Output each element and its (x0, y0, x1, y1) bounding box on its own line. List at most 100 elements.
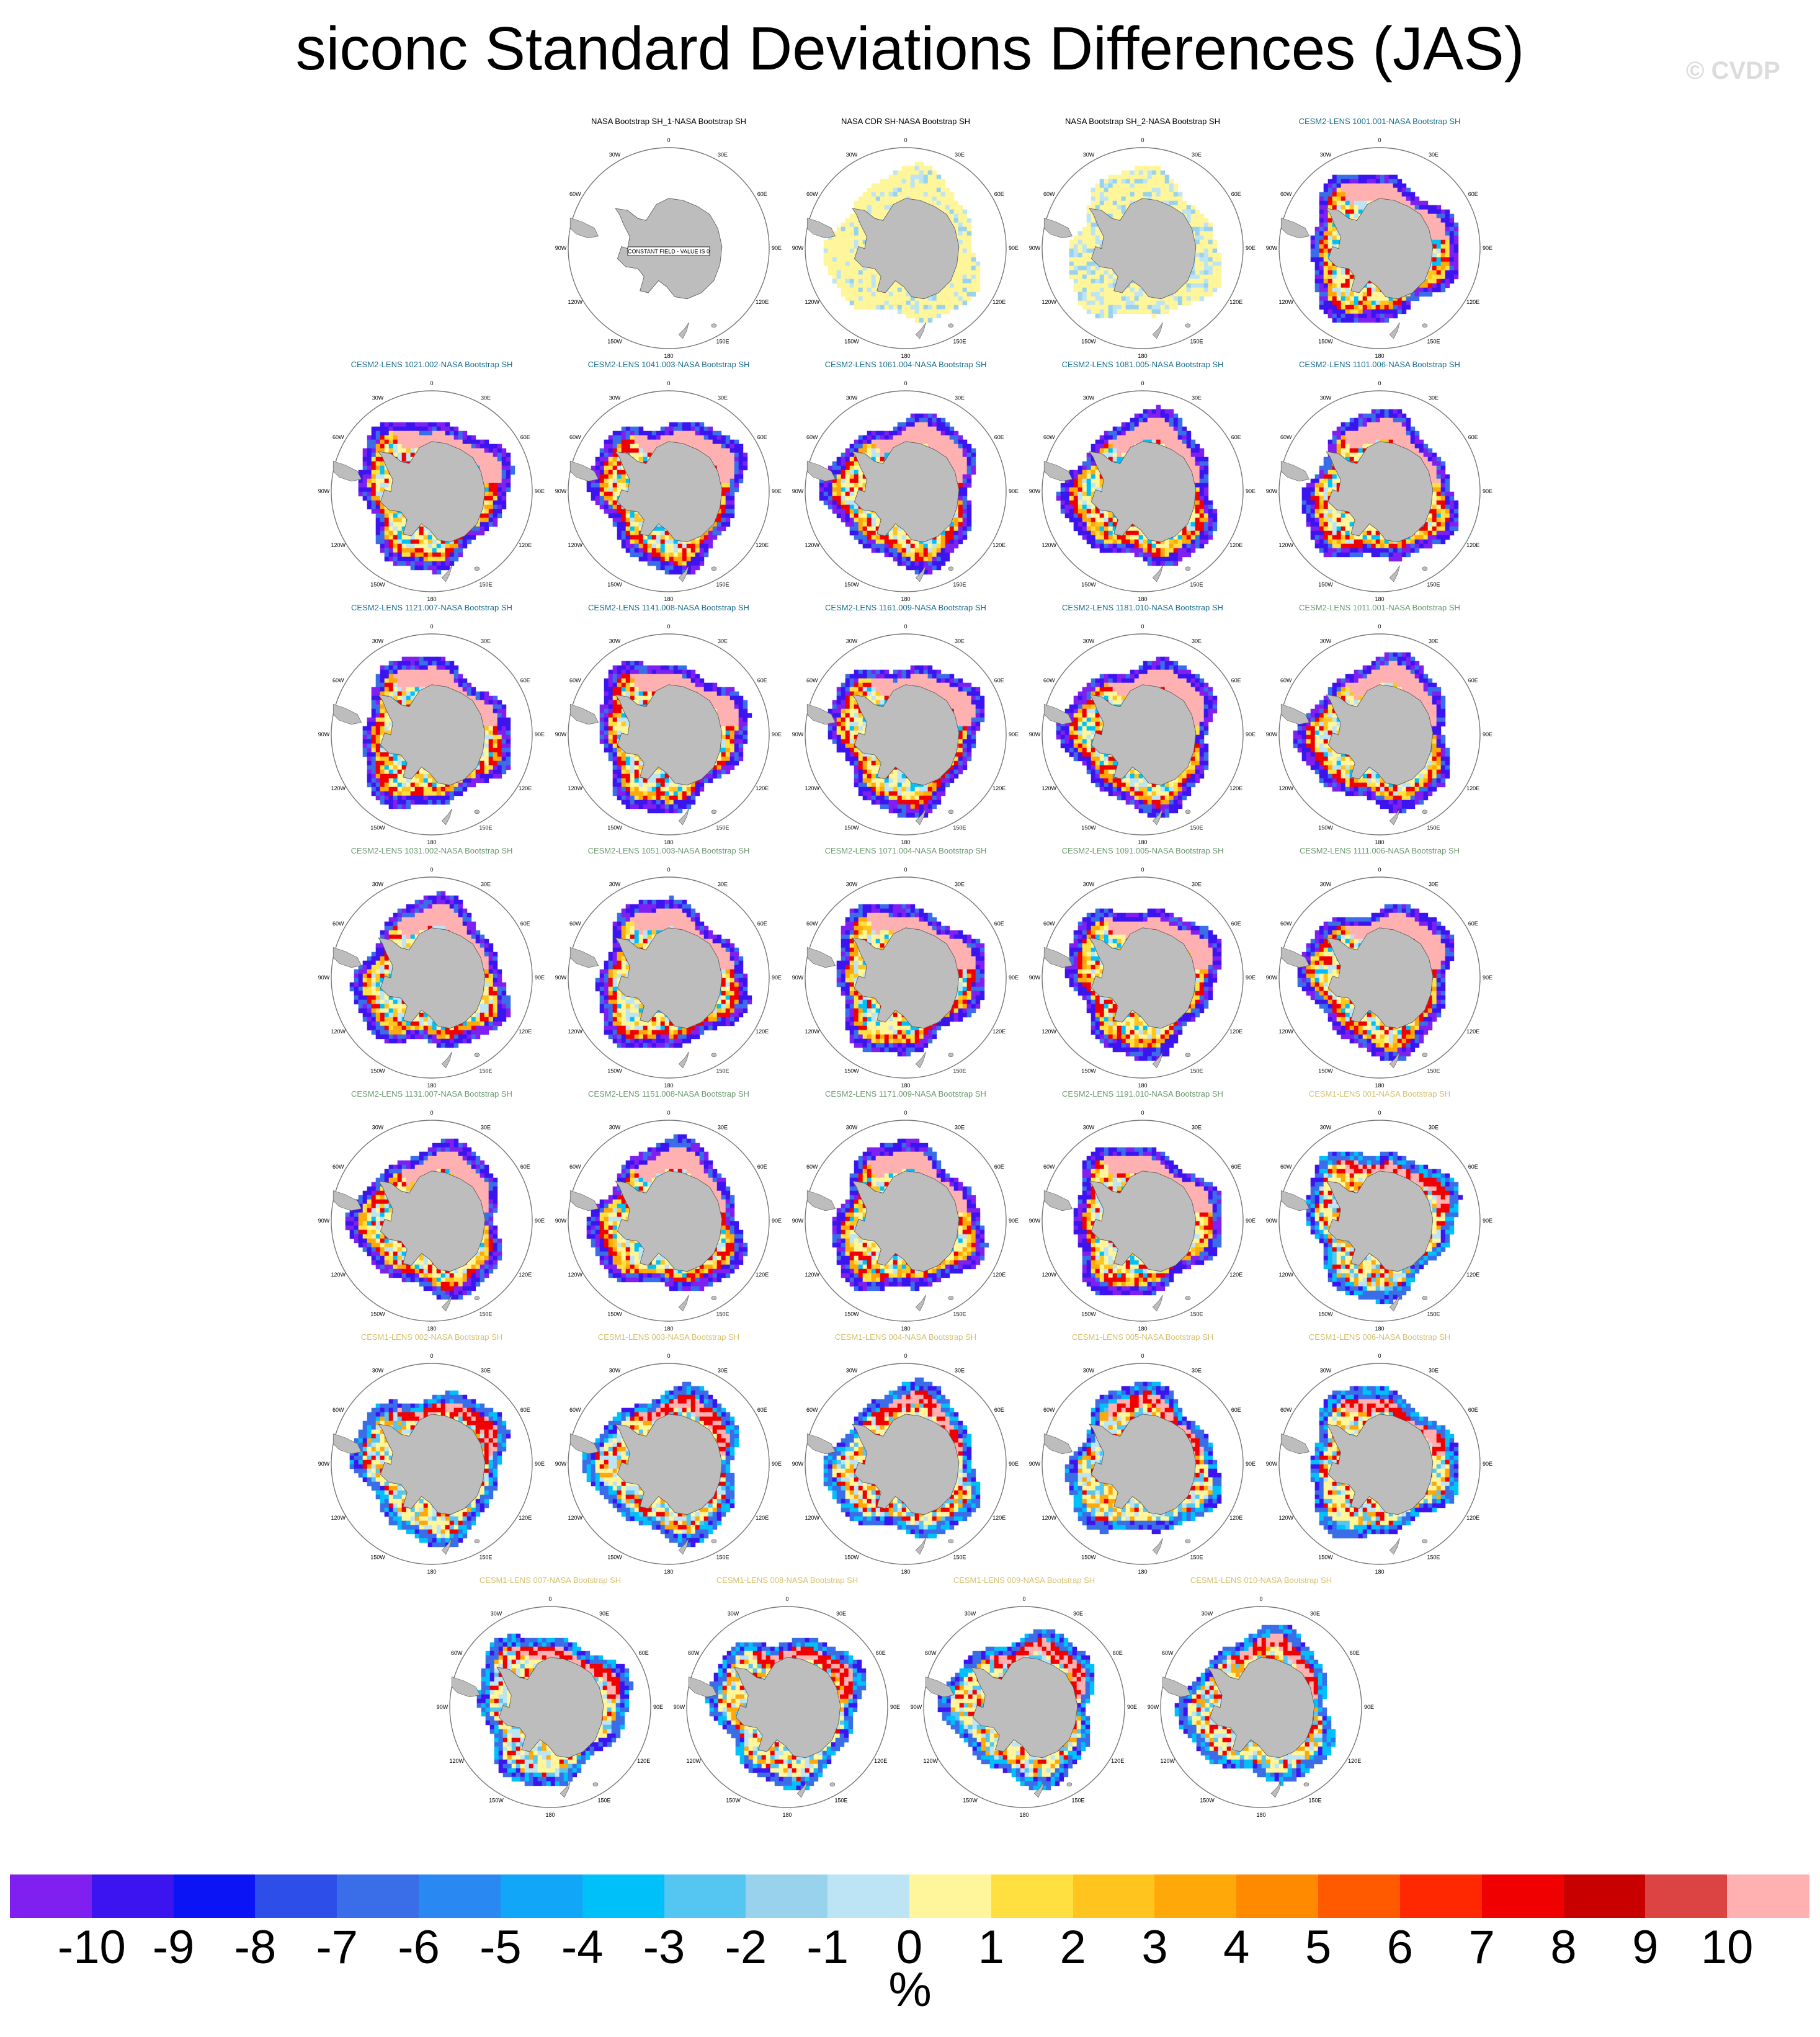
heatmap-cell (1406, 300, 1411, 306)
heatmap-cell (919, 192, 924, 197)
heatmap-cell (638, 526, 644, 532)
heatmap-cell (888, 287, 894, 293)
heatmap-cell (1327, 218, 1333, 223)
heatmap-cell (827, 244, 833, 249)
heatmap-cell (695, 543, 700, 549)
heatmap-cell (1195, 292, 1200, 297)
heatmap-cell (497, 452, 502, 458)
heatmap-cell (599, 496, 605, 501)
heatmap-cell (1203, 235, 1209, 241)
heatmap-cell (962, 209, 968, 215)
heatmap-cell (1216, 261, 1222, 267)
heatmap-cell (841, 461, 846, 466)
heatmap-cell (1190, 279, 1196, 284)
heatmap-cell (1186, 292, 1192, 297)
heatmap-cell (384, 430, 390, 436)
heatmap-cell (845, 265, 850, 271)
heatmap-cell (397, 548, 403, 553)
heatmap-cell (423, 422, 429, 427)
heatmap-cell (384, 548, 390, 553)
heatmap-cell (1336, 283, 1342, 288)
heatmap-cell (440, 552, 446, 558)
heatmap-cell (414, 548, 420, 553)
heatmap-cell (1190, 226, 1196, 232)
heatmap-cell (695, 561, 700, 566)
heatmap-cell (699, 448, 705, 453)
heatmap-cell (1349, 209, 1355, 215)
heatmap-cell (410, 552, 416, 558)
heatmap-cell (1432, 248, 1437, 254)
heatmap-cell (1095, 192, 1100, 197)
heatmap-cell (388, 556, 394, 562)
heatmap-cell (690, 435, 696, 440)
heatmap-cell (617, 483, 622, 488)
heatmap-cell (1414, 292, 1420, 297)
heatmap-cell (1414, 200, 1420, 206)
heatmap-cell (871, 209, 877, 215)
heatmap-cell (1323, 218, 1329, 223)
heatmap-cell (1091, 305, 1096, 310)
heatmap-cell (664, 535, 670, 540)
heatmap-cell (1108, 287, 1113, 293)
heatmap-cell (914, 161, 920, 167)
heatmap-cell (1138, 166, 1144, 171)
longitude-label: 30E (1192, 151, 1202, 158)
heatmap-cell (880, 448, 885, 453)
heatmap-cell (1134, 287, 1140, 293)
heatmap-cell (445, 426, 450, 432)
heatmap-cell (484, 470, 489, 475)
heatmap-cell (1388, 196, 1394, 202)
heatmap-cell (375, 474, 381, 479)
heatmap-cell (393, 509, 398, 514)
heatmap-cell (1323, 261, 1329, 267)
heatmap-cell (1156, 166, 1161, 171)
heatmap-cell (1091, 296, 1096, 301)
heatmap-cell (466, 448, 472, 453)
heatmap-cell (375, 461, 381, 466)
heatmap-cell (867, 287, 872, 293)
heatmap-cell (871, 292, 877, 297)
heatmap-cell (1453, 244, 1459, 249)
heatmap-cell (1332, 287, 1337, 293)
heatmap-cell (397, 439, 403, 445)
heatmap-cell (1125, 170, 1131, 176)
heatmap-cell (1345, 179, 1350, 184)
heatmap-cell (427, 561, 433, 566)
heatmap-cell (388, 535, 394, 540)
heatmap-cell (406, 439, 411, 445)
heatmap-cell (612, 448, 618, 453)
longitude-label: 0 (667, 380, 670, 386)
heatmap-cell (897, 183, 903, 189)
heatmap-cell (940, 196, 946, 202)
heatmap-cell (1143, 174, 1148, 180)
heatmap-cell (738, 465, 744, 471)
heatmap-cell (1319, 222, 1324, 228)
heatmap-cell (1380, 296, 1385, 301)
heatmap-cell (966, 279, 972, 284)
heatmap-cell (1440, 244, 1446, 249)
heatmap-cell (1099, 205, 1105, 210)
heatmap-cell (880, 183, 885, 189)
heatmap-cell (841, 257, 846, 262)
heatmap-cell (1410, 205, 1416, 210)
heatmap-cell (940, 430, 946, 436)
heatmap-cell (1384, 187, 1390, 193)
heatmap-cell (1367, 300, 1372, 306)
heatmap-cell (1117, 179, 1122, 184)
heatmap-cell (612, 457, 618, 462)
heatmap-cell (664, 561, 670, 566)
heatmap-cell (651, 530, 657, 536)
heatmap-cell (1164, 300, 1170, 306)
heatmap-cell (677, 539, 683, 545)
heatmap-cell (958, 248, 963, 254)
heatmap-cell (919, 313, 924, 319)
heatmap-cell (1349, 196, 1355, 202)
heatmap-cell (388, 517, 394, 523)
heatmap-cell (962, 244, 968, 249)
longitude-label: 90W (1029, 245, 1041, 251)
heatmap-cell (867, 430, 872, 436)
heatmap-cell (1082, 265, 1087, 271)
heatmap-cell (686, 569, 692, 575)
heatmap-cell (953, 218, 959, 223)
heatmap-cell (466, 535, 472, 540)
